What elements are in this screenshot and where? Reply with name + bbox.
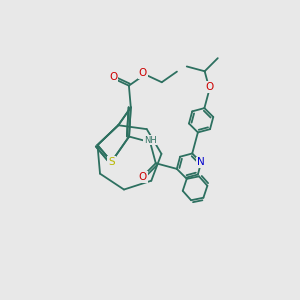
Text: O: O [139, 68, 147, 78]
Text: S: S [108, 157, 115, 167]
Text: NH: NH [144, 136, 157, 145]
Text: N: N [197, 158, 205, 167]
Text: O: O [109, 72, 117, 82]
Text: O: O [205, 82, 214, 92]
Text: O: O [139, 172, 147, 182]
